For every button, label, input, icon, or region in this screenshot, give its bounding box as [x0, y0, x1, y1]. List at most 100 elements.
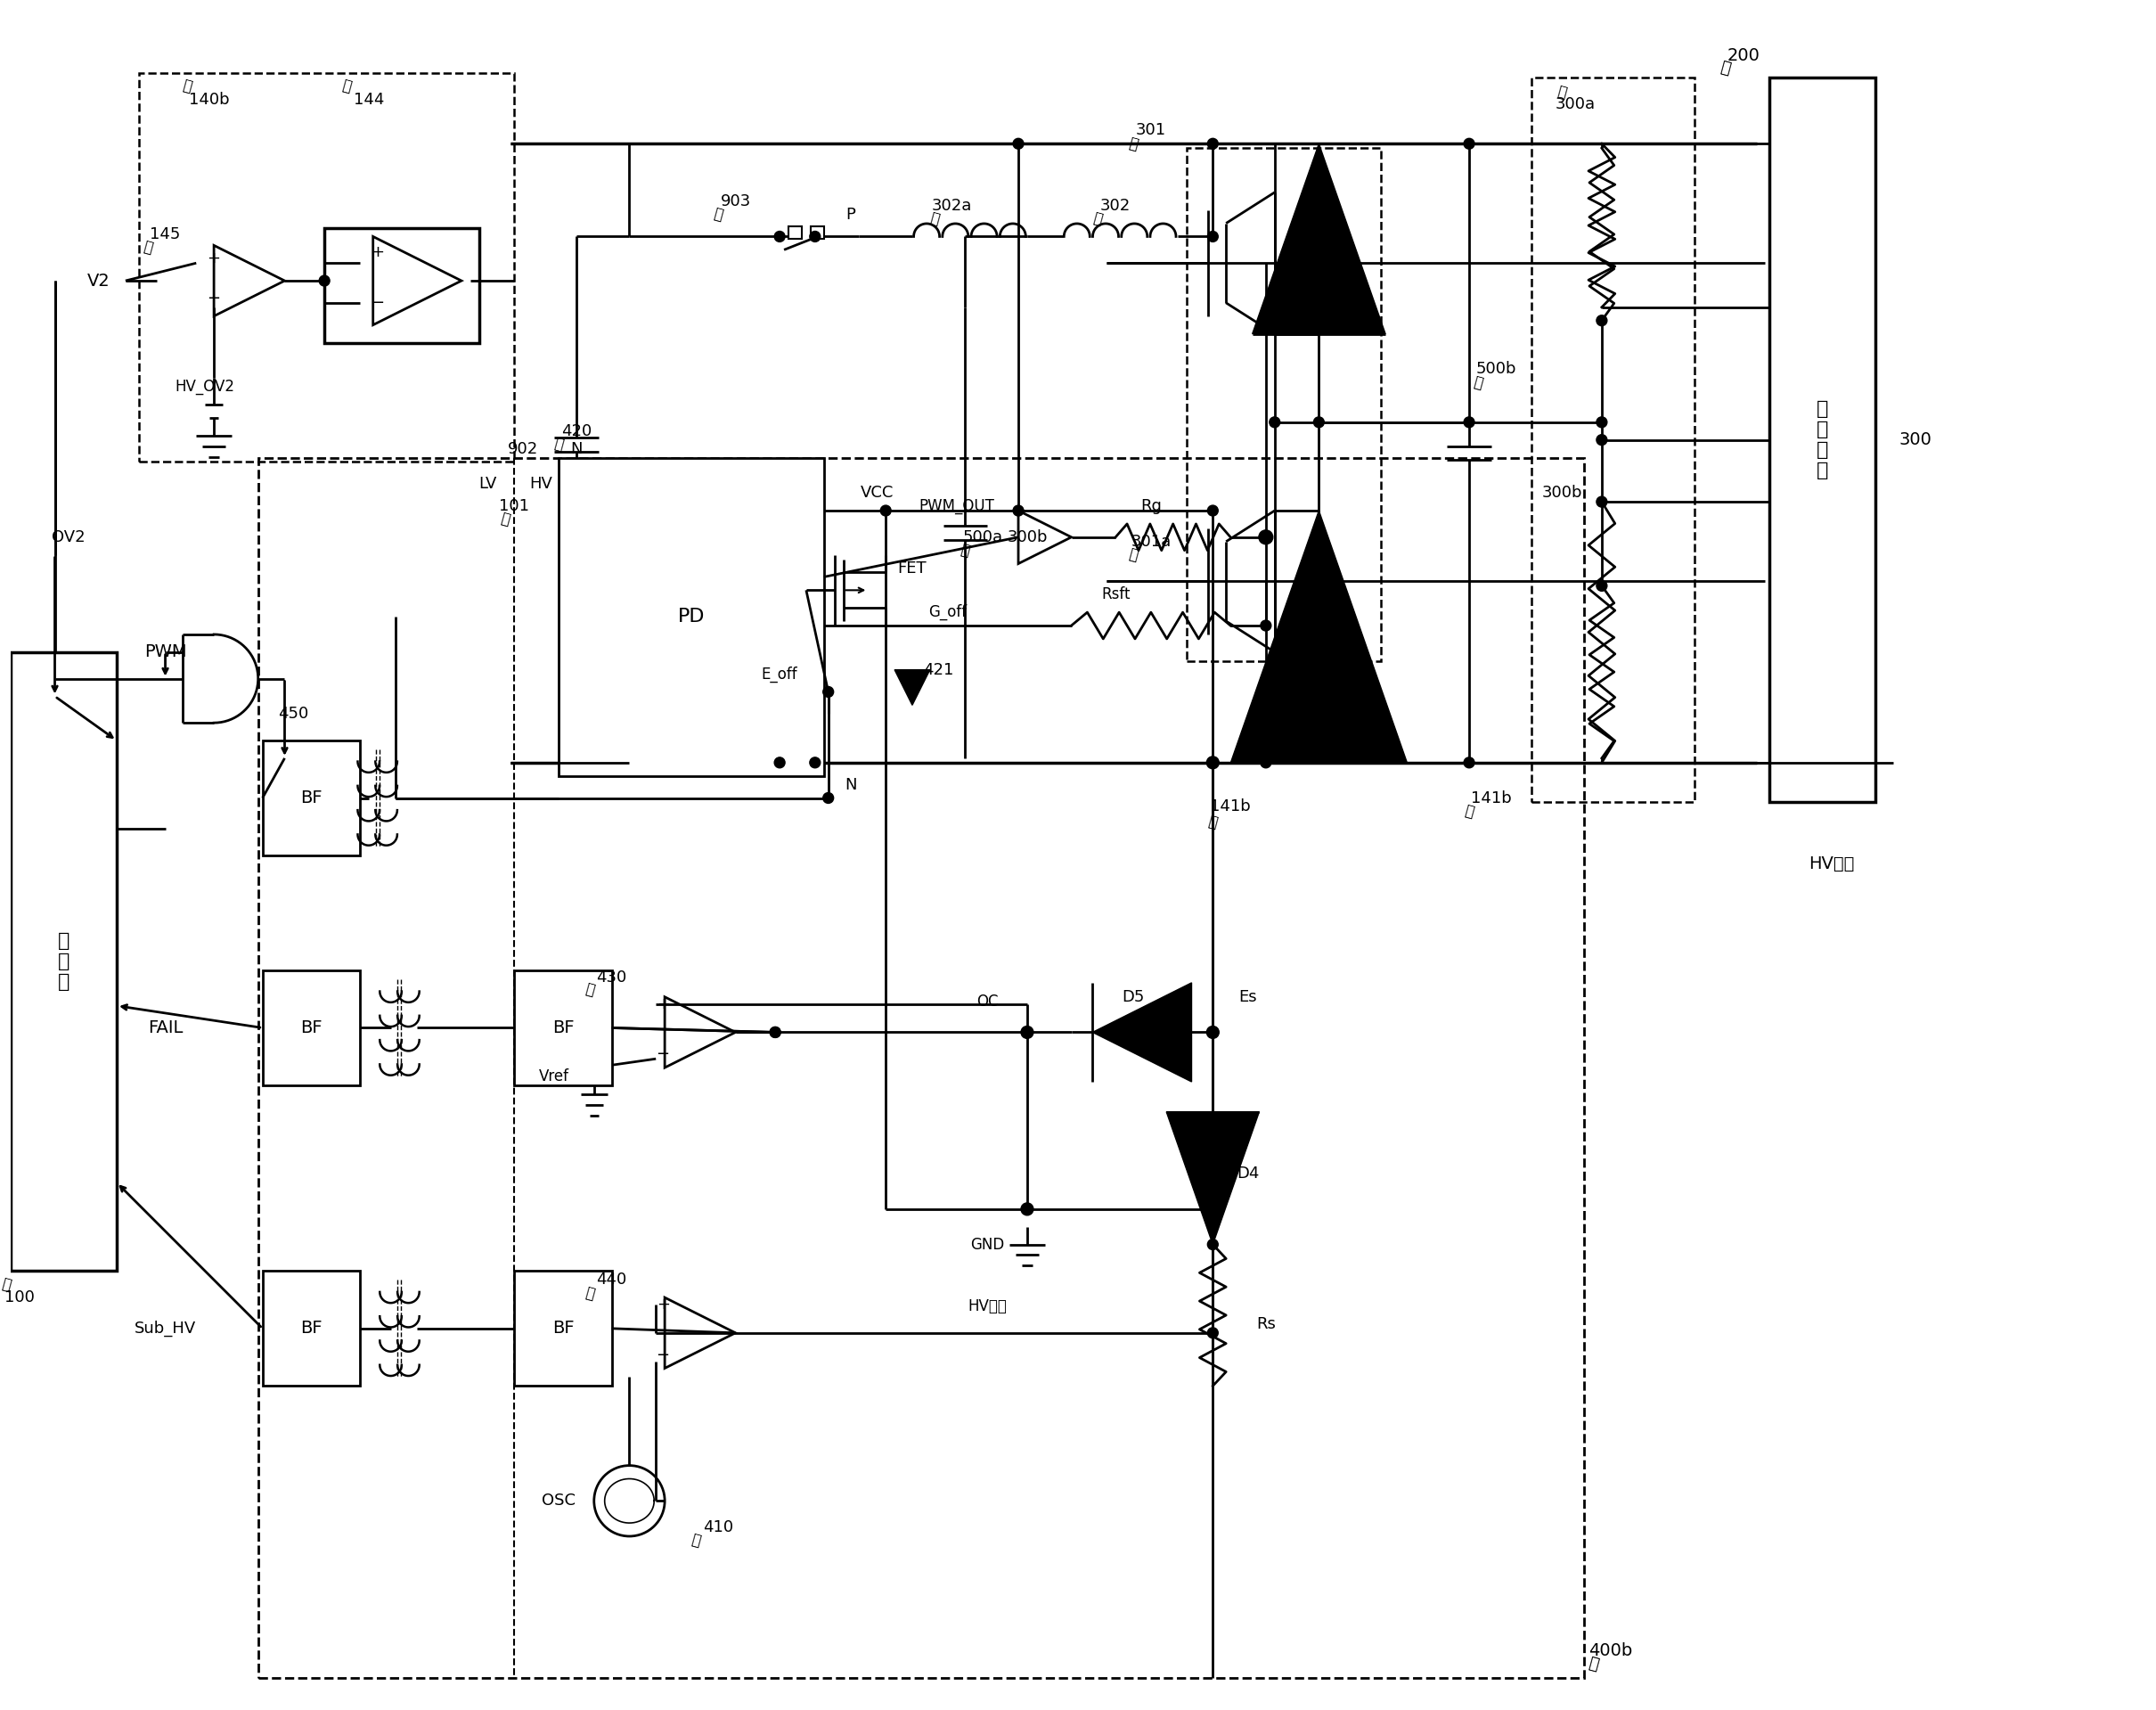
Circle shape	[1013, 139, 1024, 149]
Circle shape	[1207, 231, 1218, 241]
Bar	[263, 970, 360, 1086]
Circle shape	[770, 1028, 780, 1038]
Text: +: +	[655, 1296, 671, 1313]
Bar	[138, 74, 515, 462]
Text: 144: 144	[354, 91, 384, 108]
Text: −: −	[655, 1047, 671, 1062]
Circle shape	[811, 231, 819, 241]
Circle shape	[1261, 758, 1272, 768]
Text: 450: 450	[278, 706, 308, 722]
Bar	[1186, 149, 1380, 662]
Text: 300b: 300b	[1542, 486, 1583, 501]
Text: 〜: 〜	[711, 205, 724, 224]
Text: BF: BF	[300, 790, 321, 807]
Text: Rsft: Rsft	[1102, 587, 1130, 602]
Text: PD: PD	[677, 607, 705, 626]
Text: 300a: 300a	[1554, 96, 1595, 111]
Text: 〜: 〜	[500, 511, 511, 528]
Text: D4: D4	[1238, 1166, 1259, 1182]
Text: OC: OC	[977, 994, 998, 1009]
Text: GND: GND	[970, 1236, 1005, 1252]
Circle shape	[774, 231, 785, 241]
Text: 〜: 〜	[690, 1532, 703, 1549]
Text: +: +	[655, 995, 671, 1012]
Text: 141b: 141b	[1210, 799, 1250, 816]
Bar	[515, 970, 612, 1086]
Text: V2: V2	[88, 272, 110, 289]
Text: HV: HV	[530, 475, 552, 492]
Circle shape	[824, 793, 834, 804]
Text: HV_OV2: HV_OV2	[175, 380, 235, 395]
Circle shape	[1207, 1204, 1218, 1214]
Bar	[789, 226, 802, 239]
Text: 300: 300	[1899, 431, 1932, 448]
Text: VCC: VCC	[860, 486, 893, 501]
Text: PWM: PWM	[144, 643, 188, 660]
Polygon shape	[1231, 511, 1408, 763]
Text: BF: BF	[552, 1320, 573, 1337]
Text: 430: 430	[597, 970, 627, 985]
Text: 〜: 〜	[1718, 60, 1731, 77]
Text: 〜: 〜	[1128, 135, 1141, 152]
Bar	[811, 226, 824, 239]
Bar	[263, 740, 360, 855]
Bar	[811, 758, 824, 771]
Text: 301: 301	[1136, 123, 1166, 139]
Text: −: −	[371, 294, 384, 311]
Circle shape	[1207, 758, 1218, 768]
Circle shape	[1464, 417, 1475, 428]
Text: 141b: 141b	[1470, 790, 1511, 805]
Text: 〜: 〜	[181, 77, 194, 96]
Circle shape	[1207, 506, 1218, 516]
Text: 〜: 〜	[1473, 373, 1483, 392]
Text: 〜: 〜	[584, 1284, 595, 1301]
Text: −: −	[207, 291, 220, 306]
Text: HV監視: HV監視	[1809, 855, 1854, 872]
Text: 902: 902	[509, 441, 539, 457]
Text: 高
频
斜
坡: 高 频 斜 坡	[1818, 400, 1828, 481]
Polygon shape	[1166, 1112, 1259, 1245]
Circle shape	[774, 758, 785, 768]
Polygon shape	[895, 670, 929, 705]
Bar	[558, 458, 824, 776]
Text: PWM_OUT: PWM_OUT	[918, 498, 994, 515]
Bar	[11, 652, 116, 1271]
Text: FET: FET	[897, 561, 927, 576]
Circle shape	[1270, 417, 1281, 428]
Circle shape	[811, 758, 819, 768]
Text: 140b: 140b	[190, 91, 231, 108]
Text: 200: 200	[1727, 46, 1759, 63]
Text: BF: BF	[300, 1019, 321, 1036]
Text: BF: BF	[552, 1019, 573, 1036]
Text: LV: LV	[479, 475, 498, 492]
Text: P: P	[845, 207, 856, 222]
Text: 〜: 〜	[1207, 812, 1218, 831]
Text: Rg: Rg	[1141, 498, 1162, 515]
Text: 903: 903	[720, 193, 750, 209]
Circle shape	[1207, 1026, 1218, 1038]
Text: 300b: 300b	[1007, 528, 1048, 545]
Circle shape	[319, 275, 330, 286]
Text: Es: Es	[1240, 988, 1257, 1005]
Circle shape	[1595, 580, 1606, 592]
Text: 301a: 301a	[1130, 534, 1171, 549]
Text: N: N	[845, 776, 856, 793]
Text: 制
御
器: 制 御 器	[58, 932, 69, 992]
Circle shape	[1207, 756, 1218, 770]
Text: Sub_HV: Sub_HV	[134, 1320, 196, 1337]
Bar	[1531, 77, 1695, 802]
Circle shape	[1261, 621, 1272, 631]
Circle shape	[1207, 139, 1218, 149]
Circle shape	[1022, 1202, 1033, 1216]
Text: 410: 410	[703, 1520, 733, 1536]
Text: 421: 421	[923, 662, 955, 677]
Text: +: +	[371, 245, 384, 260]
Text: 〜: 〜	[1587, 1655, 1600, 1674]
Text: OSC: OSC	[541, 1493, 576, 1508]
Text: N: N	[571, 441, 582, 457]
Circle shape	[1022, 1026, 1033, 1038]
Bar	[789, 758, 802, 771]
Text: 145: 145	[151, 227, 181, 243]
Bar	[323, 227, 479, 342]
Text: 〜: 〜	[1462, 802, 1475, 821]
